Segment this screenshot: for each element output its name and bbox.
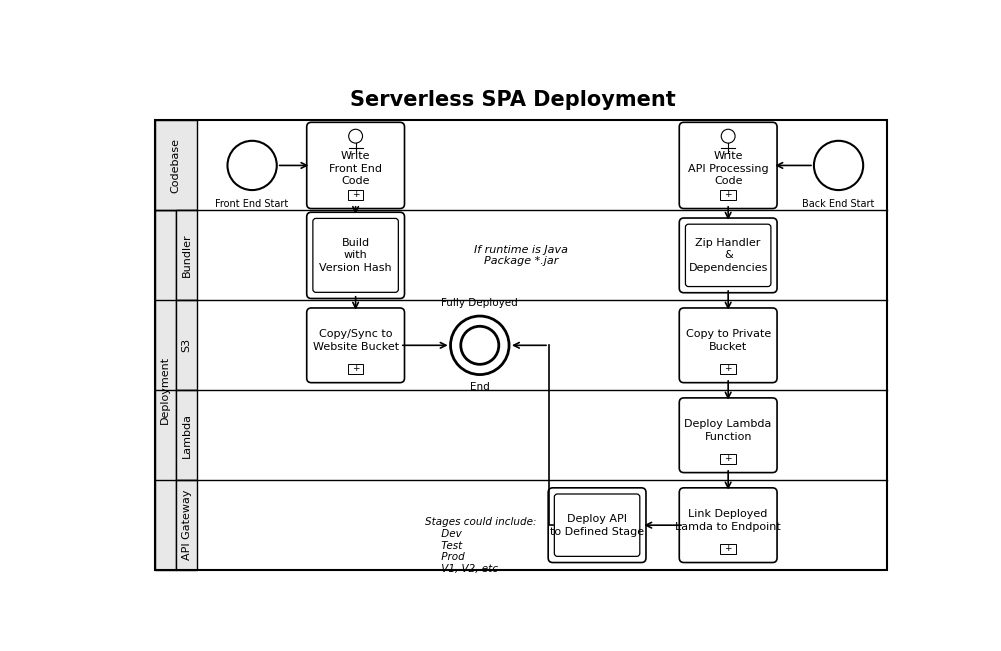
Text: End: End [469,382,489,393]
Text: Deploy Lambda
Function: Deploy Lambda Function [685,419,772,442]
Text: +: + [725,365,732,373]
Text: Deploy API
to Defined Stage: Deploy API to Defined Stage [550,514,645,536]
FancyBboxPatch shape [680,398,777,473]
Text: Copy/Sync to
Website Bucket: Copy/Sync to Website Bucket [312,329,398,352]
FancyBboxPatch shape [306,308,404,383]
Bar [348,364,363,374]
Bar [348,189,363,200]
Text: Fully Deployed: Fully Deployed [441,298,519,309]
Bar [176,300,197,391]
Bar [721,544,736,553]
Text: +: + [352,190,359,199]
Text: Lambda: Lambda [181,413,191,458]
FancyBboxPatch shape [549,488,646,562]
FancyBboxPatch shape [680,218,777,293]
Text: Zip Handler
&
Dependencies: Zip Handler & Dependencies [689,238,768,273]
Circle shape [814,141,863,190]
Bar [721,189,736,200]
Bar [176,480,197,570]
Text: +: + [725,454,732,464]
Bar [721,364,736,374]
FancyBboxPatch shape [306,122,404,208]
Bar [154,210,176,570]
Text: Serverless SPA Deployment: Serverless SPA Deployment [350,90,676,109]
Circle shape [722,130,735,143]
Bar [721,454,736,464]
Text: Deployment: Deployment [160,356,170,424]
Text: Build
with
Version Hash: Build with Version Hash [319,238,392,273]
Text: API Gateway: API Gateway [181,490,191,561]
Bar [176,210,197,300]
Text: S3: S3 [181,339,191,352]
Text: Write
Front End
Code: Write Front End Code [329,151,382,186]
FancyBboxPatch shape [680,122,777,208]
Bar [154,120,887,570]
Circle shape [450,316,510,374]
Text: Copy to Private
Bucket: Copy to Private Bucket [686,329,771,352]
FancyBboxPatch shape [306,212,404,299]
Text: Stages could include:
     Dev
     Test
     Prod
     V1, V2, etc: Stages could include: Dev Test Prod V1, … [424,518,537,574]
Text: Write
API Processing
Code: Write API Processing Code [688,151,769,186]
Text: Link Deployed
Lamda to Endpoint: Link Deployed Lamda to Endpoint [676,509,781,532]
FancyBboxPatch shape [680,308,777,383]
FancyBboxPatch shape [680,488,777,562]
Circle shape [227,141,276,190]
Text: Bundler: Bundler [181,234,191,277]
Text: +: + [725,544,732,553]
Text: Back End Start: Back End Start [803,199,875,210]
Circle shape [348,130,362,143]
Text: +: + [352,365,359,373]
Circle shape [460,326,498,365]
Bar [176,391,197,480]
Text: +: + [725,190,732,199]
Text: Front End Start: Front End Start [215,199,288,210]
Text: Codebase: Codebase [171,138,181,193]
Text: If runtime is Java
Package *.jar: If runtime is Java Package *.jar [474,245,569,266]
Bar [154,120,197,210]
